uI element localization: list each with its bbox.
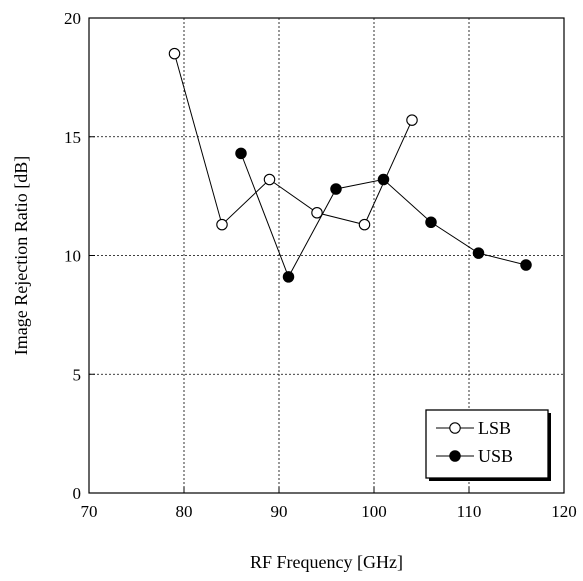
x-tick-label: 90 bbox=[271, 502, 288, 521]
series-layer bbox=[168, 47, 532, 283]
usb-series-line bbox=[240, 153, 527, 279]
y-tick-label: 5 bbox=[73, 365, 82, 384]
legend-label-usb: USB bbox=[478, 446, 513, 466]
y-tick-label: 15 bbox=[64, 128, 81, 147]
y-tick-label: 20 bbox=[64, 9, 81, 28]
x-tick-label: 70 bbox=[81, 502, 98, 521]
grid bbox=[89, 18, 564, 493]
lsb-data-point bbox=[406, 114, 418, 126]
x-tick-label: 100 bbox=[361, 502, 387, 521]
lsb-data-point bbox=[263, 173, 276, 186]
usb-data-point bbox=[425, 216, 437, 229]
lsb-data-point bbox=[168, 47, 181, 60]
y-tick-label: 10 bbox=[64, 247, 81, 266]
usb-data-point bbox=[520, 259, 532, 271]
lsb-data-point bbox=[311, 207, 323, 219]
legend-box bbox=[425, 409, 549, 479]
axis-ticks: 70 80 90 100 110 120 0 5 10 15 20 bbox=[64, 9, 577, 521]
x-tick-label: 120 bbox=[551, 502, 577, 521]
y-axis-label: Image Rejection Ratio [dB] bbox=[11, 156, 31, 355]
y-tick-label: 0 bbox=[73, 484, 82, 503]
x-tick-label: 110 bbox=[457, 502, 482, 521]
lsb-series-line bbox=[174, 53, 413, 226]
legend: LSB USB bbox=[425, 409, 551, 481]
x-tick-label: 80 bbox=[176, 502, 193, 521]
usb-data-point bbox=[330, 183, 342, 195]
legend-label-lsb: LSB bbox=[478, 418, 511, 438]
x-axis-label: RF Frequency [GHz] bbox=[250, 552, 403, 572]
usb-data-point bbox=[472, 247, 485, 259]
usb-data-point bbox=[282, 271, 295, 283]
lsb-data-point bbox=[216, 218, 228, 231]
lsb-data-point bbox=[358, 218, 371, 231]
legend-marker-usb bbox=[449, 450, 461, 462]
legend-marker-lsb bbox=[449, 422, 461, 434]
usb-data-point bbox=[235, 147, 247, 160]
usb-data-point bbox=[377, 173, 390, 186]
